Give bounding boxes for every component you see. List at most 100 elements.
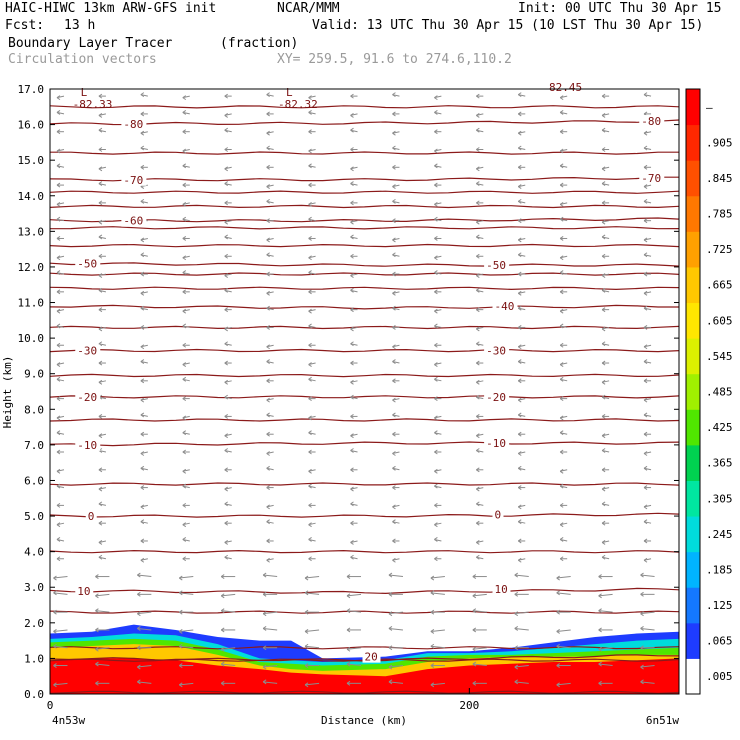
y-tick-label: 0.0 — [24, 688, 44, 701]
contour-label: -20 — [486, 391, 506, 404]
wind-vector-head — [98, 540, 103, 545]
colorbar-label: .005 — [706, 670, 733, 683]
wind-vector-head — [517, 184, 522, 190]
wind-vector-head — [472, 646, 477, 652]
wind-vector-head — [224, 394, 228, 400]
wind-vector-head — [140, 378, 145, 384]
wind-vector — [346, 610, 362, 613]
wind-vector-head — [350, 181, 354, 187]
wind-vector-head — [476, 501, 480, 507]
wind-vector-head — [392, 237, 396, 243]
wind-vector-head — [140, 164, 145, 170]
wind-vector-head — [266, 130, 270, 136]
contour-line — [50, 286, 679, 291]
wind-vector-head — [98, 341, 103, 347]
colorbar-label: .785 — [706, 208, 733, 221]
wind-vector-head — [350, 520, 354, 526]
wind-vector-head — [476, 486, 480, 492]
wind-vector-head — [56, 201, 61, 207]
wind-vector — [598, 663, 613, 667]
wind-vector-head — [56, 216, 61, 222]
wind-vector-head — [640, 645, 644, 651]
colorbar-swatch — [686, 444, 700, 481]
wind-vector-head — [559, 201, 564, 207]
wind-vector-head — [556, 663, 560, 668]
wind-vector-head — [392, 485, 396, 491]
y-tick-label: 7.0 — [24, 439, 44, 452]
contour-label-bg — [75, 438, 101, 451]
wind-vector — [95, 663, 110, 667]
wind-vector-head — [476, 394, 480, 400]
contour-label-bg — [484, 437, 510, 450]
contour-label-bg — [121, 173, 147, 186]
wind-vector-head — [56, 376, 61, 382]
x-start-location: 4n53w — [52, 714, 85, 727]
contour-label: 20 — [365, 651, 378, 664]
wind-vector-head — [601, 467, 606, 473]
wind-vector-head — [98, 147, 103, 152]
wind-vector-head — [434, 362, 438, 367]
wind-vector-head — [350, 253, 354, 259]
wind-vector — [346, 593, 362, 597]
wind-vector-head — [476, 253, 480, 259]
contour-label-bg — [639, 171, 665, 184]
wind-vector-head — [182, 522, 187, 528]
wind-vector-head — [224, 413, 228, 419]
wind-vector-head — [182, 483, 187, 489]
wind-vector-head — [266, 451, 270, 456]
wind-vector-head — [140, 130, 145, 136]
contour-line — [50, 204, 679, 209]
wind-vector-head — [224, 501, 228, 507]
colorbar-label: .725 — [706, 243, 733, 256]
wind-vector — [514, 627, 529, 631]
wind-vector-head — [53, 575, 57, 581]
wind-vector-head — [643, 412, 648, 418]
wind-vector-head — [643, 378, 648, 384]
wind-vector-head — [559, 537, 564, 542]
wind-vector-head — [643, 252, 648, 258]
wind-vector-head — [140, 412, 145, 418]
wind-vector-head — [56, 342, 61, 348]
wind-vector-head — [476, 93, 480, 99]
wind-vector-head — [56, 236, 61, 241]
wind-vector-head — [308, 216, 312, 222]
wind-vector — [430, 629, 445, 632]
y-tick-label: 9.0 — [24, 368, 44, 381]
wind-vector-head — [56, 182, 61, 188]
y-tick-label: 5.0 — [24, 510, 44, 523]
colorbar-swatch — [686, 160, 700, 197]
wind-vector-head — [140, 465, 145, 471]
wind-vector-head — [517, 145, 522, 151]
wind-vector-head — [56, 148, 61, 154]
y-tick-label: 4.0 — [24, 546, 44, 559]
wind-vector — [640, 665, 655, 668]
wind-vector — [137, 627, 152, 631]
wind-vector-head — [392, 397, 396, 403]
wind-vector-head — [350, 448, 354, 453]
wind-vector — [137, 611, 152, 615]
wind-vector — [598, 593, 613, 597]
wind-vector-head — [98, 287, 103, 293]
wind-vector-head — [476, 326, 480, 332]
wind-vector-head — [224, 253, 228, 259]
wind-vector — [556, 682, 571, 686]
wind-vector-head — [350, 147, 354, 152]
wind-vector-head — [179, 643, 183, 649]
wind-vector — [179, 576, 194, 579]
wind-vector — [263, 611, 278, 615]
colorbar-label: .905 — [706, 136, 733, 149]
wind-vector-head — [392, 252, 396, 258]
wind-vector-head — [53, 663, 57, 668]
contour-label-bg — [75, 584, 94, 597]
wind-vector-head — [266, 557, 270, 563]
wind-vector-head — [308, 502, 312, 508]
contour-line — [50, 690, 679, 694]
wind-vector-head — [559, 449, 564, 455]
wind-vector-head — [643, 290, 648, 296]
wind-vector-head — [350, 486, 354, 492]
wind-vector-head — [262, 591, 267, 597]
wind-vector-head — [182, 182, 187, 188]
wind-vector-head — [56, 502, 61, 508]
wind-vector-head — [640, 572, 644, 578]
wind-vector-head — [224, 147, 228, 152]
